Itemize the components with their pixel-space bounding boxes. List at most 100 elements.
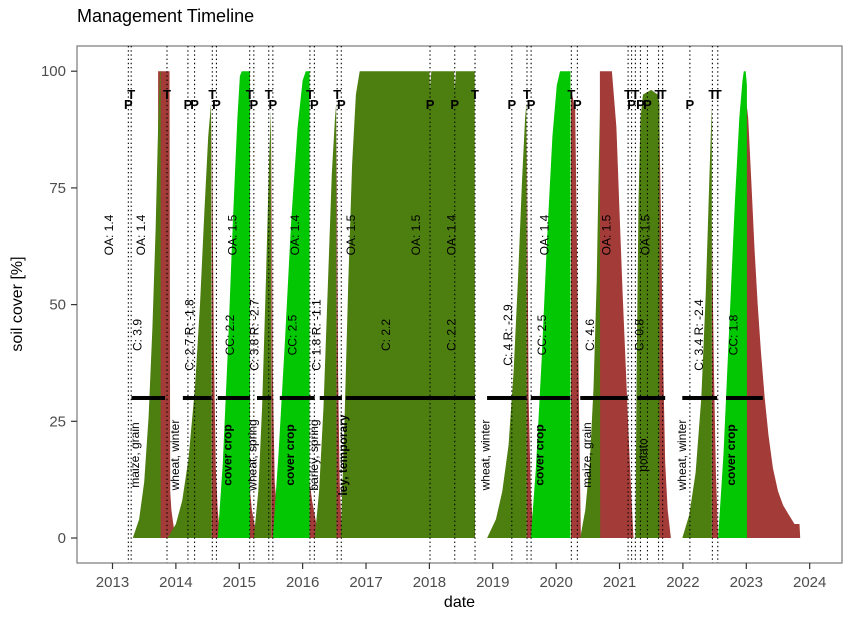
crop-area-polygon	[132, 71, 161, 538]
carbon-input-label: C: 3.4 R: -2.4	[692, 299, 706, 371]
residue-area-polygon	[336, 117, 343, 539]
event-label: P	[426, 97, 435, 112]
crop-name-label: cover crop	[724, 424, 738, 485]
event-label: P	[527, 97, 536, 112]
threshold-segment	[580, 395, 628, 400]
crop-area-polygon	[217, 71, 250, 538]
organic-amendment-label: OA: 1.5	[600, 214, 614, 255]
residue-area-polygon	[743, 80, 801, 538]
carbon-input-label: C: 3.9	[131, 319, 145, 351]
organic-amendment-label: OA: 1.5	[344, 214, 358, 255]
event-label: T	[265, 87, 273, 102]
carbon-input-label: C: 2.2	[444, 319, 458, 351]
threshold-segment	[637, 395, 666, 400]
event-label: P	[450, 97, 459, 112]
event-label: P	[507, 97, 516, 112]
event-label: P	[337, 97, 346, 112]
threshold-segment	[257, 395, 272, 400]
event-label: P	[184, 97, 193, 112]
event-label: T	[306, 87, 314, 102]
event-label: P	[124, 97, 133, 112]
organic-amendment-label: OA: 1.4	[444, 214, 458, 255]
event-label: T	[659, 87, 667, 102]
crop-name-label: wheat, spring	[245, 419, 259, 491]
event-label: P	[627, 97, 636, 112]
y-axis-tick-label: 50	[49, 297, 66, 314]
event-label: T	[471, 87, 479, 102]
event-label: T	[708, 87, 716, 102]
event-label: P	[573, 97, 582, 112]
organic-amendment-label: OA: 1.5	[226, 214, 240, 255]
residue-area-polygon	[599, 71, 634, 538]
organic-amendment-label: OA: 1.4	[288, 214, 302, 255]
crop-name-label: cover crop	[283, 424, 297, 485]
crop-area-polygon	[635, 89, 660, 539]
crop-name-label: wheat, winter	[479, 420, 493, 492]
x-axis-tick-label: 2015	[223, 574, 256, 591]
x-axis-tick-label: 2018	[413, 574, 446, 591]
event-label: P	[310, 97, 319, 112]
crop-area-polygon	[682, 103, 712, 539]
crop-area-polygon	[530, 71, 571, 538]
event-label: T	[624, 87, 632, 102]
event-label: T	[714, 87, 722, 102]
x-axis-tick-label: 2021	[603, 574, 636, 591]
event-label: T	[567, 87, 575, 102]
organic-amendment-label: OA: 1.5	[638, 214, 652, 255]
x-axis-tick-label: 2013	[96, 574, 129, 591]
organic-amendment-label: OA: 1.4	[538, 214, 552, 255]
x-axis-tick-label: 2023	[730, 574, 763, 591]
crop-area-polygon	[272, 71, 310, 538]
event-label: P	[686, 97, 695, 112]
crop-area-polygon	[314, 103, 337, 539]
threshold-segment	[345, 395, 476, 400]
event-label: P	[269, 97, 278, 112]
residue-area-polygon	[158, 71, 176, 538]
x-axis-title: date	[443, 594, 476, 611]
threshold-segment	[279, 395, 315, 400]
threshold-segment	[726, 395, 763, 400]
crop-area-polygon	[580, 108, 601, 538]
crop-name-label: wheat, winter	[675, 420, 689, 492]
crop-name-label: barley, spring	[307, 419, 321, 490]
crop-name-label: maize, grain	[128, 422, 142, 487]
threshold-segment	[487, 395, 527, 400]
crop-area-polygon	[253, 108, 272, 538]
crop-name-label: maize, grain	[580, 422, 594, 487]
crop-name-label: potato	[636, 438, 650, 472]
residue-area-polygon	[659, 127, 671, 538]
threshold-segment	[182, 395, 212, 400]
event-label: T	[631, 87, 639, 102]
x-axis-tick-label: 2014	[159, 574, 192, 591]
x-axis-tick-label: 2020	[539, 574, 572, 591]
carbon-input-label: C: 4 R: -2.9	[501, 304, 515, 366]
event-label: T	[246, 87, 254, 102]
carbon-input-label: CC: 1.8	[726, 314, 740, 355]
organic-amendment-label: OA: 1.4	[134, 214, 148, 255]
carbon-input-label: C: 2.7 R: -1.8	[183, 299, 197, 371]
y-axis-tick-label: 25	[49, 413, 66, 430]
x-axis-tick-label: 2022	[666, 574, 699, 591]
organic-amendment-label: OA: 1.5	[409, 214, 423, 255]
threshold-segment	[217, 395, 251, 400]
residue-area-polygon	[250, 491, 257, 538]
residue-area-polygon	[211, 108, 221, 538]
event-label: T	[333, 87, 341, 102]
y-axis-tick-label: 75	[49, 180, 66, 197]
carbon-input-label: C: 2.2	[379, 319, 393, 351]
x-axis-tick-label: 2016	[286, 574, 319, 591]
event-label: P	[643, 97, 652, 112]
threshold-segment	[131, 395, 166, 400]
threshold-segment	[319, 395, 342, 400]
threshold-segment	[682, 395, 718, 400]
crop-name-label: wheat, winter	[168, 420, 182, 492]
y-axis-tick-label: 100	[41, 63, 66, 80]
event-label: P	[212, 97, 221, 112]
event-label: T	[655, 87, 663, 102]
organic-amendment-label: OA: 1.4	[102, 214, 116, 255]
carbon-input-label: C: 3.8 R: -2.7	[247, 299, 261, 371]
crop-name-label: cover crop	[532, 424, 546, 485]
x-axis-tick-label: 2017	[349, 574, 382, 591]
plot-title: Management Timeline	[77, 6, 255, 26]
